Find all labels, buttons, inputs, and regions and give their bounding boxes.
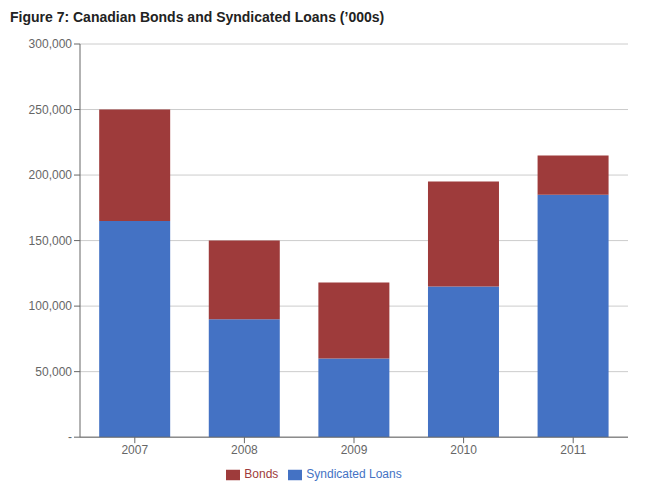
svg-text:-: - <box>68 430 72 444</box>
svg-text:2010: 2010 <box>450 443 477 457</box>
svg-text:2008: 2008 <box>231 443 258 457</box>
html-text:Syndicated Loans: Syndicated Loans <box>306 467 402 482</box>
svg-text:2009: 2009 <box>341 443 368 457</box>
svg-text:100,000: 100,000 <box>29 299 73 313</box>
html-text:Bonds: Bonds <box>244 467 279 482</box>
html-text:Figure 7: Canadian Bonds and S: Figure 7: Canadian Bonds and Syndicated … <box>10 9 385 25</box>
svg-text:2011: 2011 <box>560 443 586 457</box>
svg-text:200,000: 200,000 <box>29 168 73 182</box>
svg-text:2007: 2007 <box>121 443 148 457</box>
svg-text:50,000: 50,000 <box>35 365 72 379</box>
svg-text:300,000: 300,000 <box>29 37 73 51</box>
svg-text:150,000: 150,000 <box>29 234 73 248</box>
svg-text:250,000: 250,000 <box>29 103 73 117</box>
